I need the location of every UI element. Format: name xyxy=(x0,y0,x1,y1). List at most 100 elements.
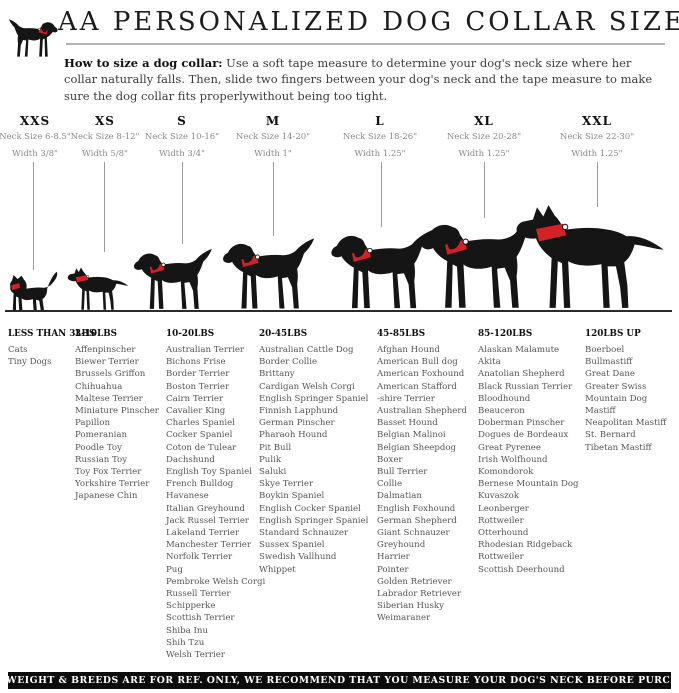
breed-item: Shih Tzu xyxy=(166,637,205,648)
breed-item: Skye Terrier xyxy=(259,479,314,490)
medium-dog-silhouette-icon xyxy=(222,237,315,309)
breed-item: Australian Shepherd xyxy=(377,406,467,417)
breed-item: English Springer Spaniel xyxy=(259,393,369,404)
breed-item: St. Bernard xyxy=(585,430,636,441)
breed-item: Irish Wolfhound xyxy=(478,454,548,465)
breed-item: German Pinscher xyxy=(259,418,335,429)
breed-item: Cairn Terrier xyxy=(166,393,224,404)
size-width: Width 1.25" xyxy=(571,149,623,159)
breed-item: Bullmastiff xyxy=(585,357,633,368)
size-pointer-line xyxy=(597,162,598,207)
size-neck: Neck Size 14-20" xyxy=(235,132,311,142)
logo-dog-icon xyxy=(8,19,58,57)
breed-item: Greyhound xyxy=(377,540,426,551)
breed-item: Belgian Malinoi xyxy=(377,430,446,441)
weight-group-header: LESS THAN 3LBS xyxy=(8,329,96,339)
breed-item: Schipperke xyxy=(166,601,216,612)
breed-item: Cardigan Welsh Corgi xyxy=(259,381,355,392)
breed-item: Pointer xyxy=(377,564,409,575)
size-name: XS xyxy=(95,114,115,128)
breed-item: Cats xyxy=(8,345,28,355)
breed-item: Afghan Hound xyxy=(377,345,440,355)
breed-item: Bernese Mountain Dog xyxy=(478,479,579,490)
breed-item: Greater Swiss xyxy=(585,381,647,392)
weight-group-column: 45-85LBS Afghan Hound American Bull dog Ame… xyxy=(377,328,467,625)
breed-item: Affenpinscher xyxy=(75,345,136,355)
breed-item: Poodle Toy xyxy=(75,442,122,453)
breed-item: Harrier xyxy=(377,552,410,563)
sizing-instructions: How to size a dog collar: Use a soft tap… xyxy=(64,55,665,104)
breed-item: Australian Terrier xyxy=(166,345,245,355)
size-neck: Neck Size 6-8.5" xyxy=(0,132,71,142)
breed-item: Australian Cattle Dog xyxy=(259,345,354,355)
breed-item: Komondorok xyxy=(478,467,534,478)
page-title: AA PERSONALIZED DOG COLLAR SIZE GUIDE xyxy=(58,7,679,37)
size-column-xxl: XXL Neck Size 22-30" Width 1.25" xyxy=(549,114,645,159)
weight-group-column: 120LBS UP Boerboel Bullmastiff Great Dane Gr… xyxy=(585,328,666,454)
breed-item: Beauceron xyxy=(478,406,525,417)
size-neck: Neck Size 8-12" xyxy=(70,132,140,142)
breed-item: Russell Terrier xyxy=(166,589,231,600)
breed-item: Toy Fox Terrier xyxy=(75,467,142,478)
breed-item: English Toy Spaniel xyxy=(166,467,252,478)
breed-item: American Foxhound xyxy=(377,369,465,380)
instructions-body: Use a soft tape measure to determine you… xyxy=(64,56,653,103)
size-pointer-line xyxy=(182,162,183,244)
breed-item: Miniature Pinscher xyxy=(75,406,159,417)
breed-item: Swedish Vallhund xyxy=(259,552,337,563)
breed-item: Doberman Pinscher xyxy=(478,418,565,429)
size-pointer-line xyxy=(273,162,274,236)
weight-group-header: 10-20LBS xyxy=(166,329,215,339)
size-column-l: L Neck Size 18-26" Width 1.25" xyxy=(332,114,428,159)
great-dane-silhouette-icon xyxy=(516,204,665,309)
breed-item: Weimaraner xyxy=(377,613,431,624)
breed-item: American Stafford xyxy=(377,381,457,392)
breed-item: Belgian Sheepdog xyxy=(377,442,457,453)
weight-group-column: LESS THAN 3LBS Cats Tiny Dogs xyxy=(8,328,95,368)
breed-item: Bloodhound xyxy=(478,393,531,404)
header-divider xyxy=(66,43,665,45)
size-width: Width 3/4" xyxy=(159,149,205,159)
size-width: Width 1.25" xyxy=(354,149,406,159)
breed-item: Siberian Husky xyxy=(377,601,444,612)
footer-disclaimer: DOG WEIGHT & BREEDS ARE FOR REF. ONLY, W… xyxy=(0,672,679,689)
breed-item: Pulik xyxy=(259,454,282,465)
breed-item: Pit Bull xyxy=(259,442,292,453)
breed-item: Italian Greyhound xyxy=(166,503,246,514)
breed-item: Border Collie xyxy=(259,357,318,368)
size-column-s: S Neck Size 10-16" Width 3/4" xyxy=(134,114,230,159)
breed-item: Giant Schnauzer xyxy=(377,528,450,539)
size-column-m: M Neck Size 14-20" Width 1" xyxy=(225,114,321,159)
size-column-xxs: XXS Neck Size 6-8.5" Width 3/8" xyxy=(0,114,83,159)
ground-line xyxy=(5,310,672,312)
weight-group-header: 85-120LBS xyxy=(478,329,533,339)
breed-item: Biewer Terrier xyxy=(75,357,139,368)
weight-group-header: 120LBS UP xyxy=(585,329,641,339)
cat-silhouette-icon xyxy=(10,271,58,311)
breed-item: English Springer Spaniel xyxy=(259,515,369,526)
size-neck: Neck Size 20-28" xyxy=(446,132,522,142)
breed-item: English Foxhound xyxy=(377,503,456,514)
breed-item: Tibetan Mastiff xyxy=(585,442,652,453)
size-width: Width 1" xyxy=(254,149,292,159)
footer-disclaimer-text: DOG WEIGHT & BREEDS ARE FOR REF. ONLY, W… xyxy=(0,675,679,686)
breed-item: Shiba Inu xyxy=(166,625,208,636)
size-pointer-line xyxy=(104,162,105,252)
breed-item: Maltese Terrier xyxy=(75,393,143,404)
size-name: XL xyxy=(474,114,494,128)
breed-item: Boykin Spaniel xyxy=(259,491,325,502)
breed-item: Coton de Tulear xyxy=(166,442,237,453)
size-name: M xyxy=(265,114,281,128)
weight-group-column: 20-45LBS Australian Cattle Dog Border Coll… xyxy=(259,328,368,576)
size-pointer-line xyxy=(33,162,34,270)
breed-item: Pug xyxy=(166,564,183,575)
breed-item: Pembroke Welsh Corgi xyxy=(166,576,266,587)
weight-group-header: 45-85LBS xyxy=(377,329,426,339)
size-column-xs: XS Neck Size 8-12" Width 5/8" xyxy=(57,114,153,159)
breed-item: Great Dane xyxy=(585,369,636,380)
weight-group-column: 10-20LBS Australian Terrier Bichons Frise B… xyxy=(166,328,265,661)
breed-item: Yorkshire Terrier xyxy=(75,479,150,490)
breed-item: Lakeland Terrier xyxy=(166,528,240,539)
breed-item: Havanese xyxy=(166,491,209,502)
size-name: XXS xyxy=(19,114,51,128)
